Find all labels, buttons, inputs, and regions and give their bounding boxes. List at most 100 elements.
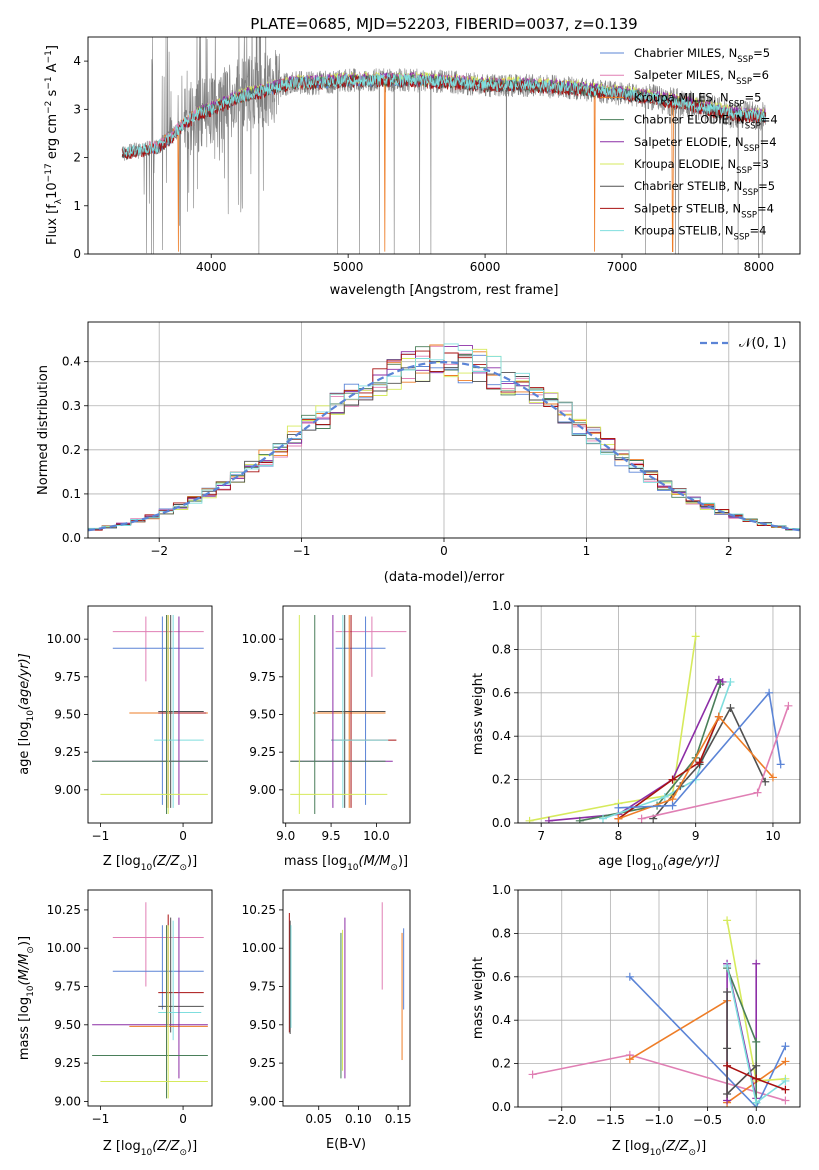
series-point-salpeter_stelib [781,1085,790,1094]
series-point-salpeter_miles [753,788,762,797]
series-line-kroupa_miles [618,715,774,820]
x-tick-label: 8000 [744,260,775,274]
series-point-salpeter_elodie [544,816,553,823]
y-tick-label: 0.6 [492,970,511,984]
plot-area [518,890,800,1107]
series-point-chabrier_stelib [723,987,732,996]
x-axis-label: Z [log10(Z/Z⊙)] [103,1139,197,1158]
y-tick-label: 0.6 [492,686,511,700]
x-tick-label: 4000 [196,260,227,274]
x-tick-label: −2 [150,544,168,558]
series-line-chabrier_miles [618,690,782,809]
series-point-chabrier_miles [614,803,623,812]
y-tick-label: 0.8 [492,926,511,940]
model-line-kroupa_stelib [121,72,767,157]
plot-area [92,902,208,1099]
axes-frame [87,889,213,1107]
y-tick-label: 0.0 [62,531,81,545]
series-line-kroupa_stelib [602,681,732,820]
label-part: ⊙ [26,946,36,954]
series-point-chabrier_miles [781,1042,790,1051]
legend-n: =3 [752,157,769,171]
label-part: (age/yr)] [663,854,720,869]
y-tick-label: 0.2 [492,1057,511,1071]
label-part: age [log [598,854,651,869]
y-tick-label: 0.0 [492,816,511,830]
x-axis-label: wavelength [Angstrom, rest frame] [330,283,559,298]
label-part: 10 [26,985,36,997]
legend-label: Salpeter MILES, NSSP=6 [634,68,769,87]
series-point-salpeter_stelib [723,1061,732,1070]
label-part: ⊙ [688,1148,696,1158]
label-part: Flux [f [45,204,60,245]
y-tick-label: 9.00 [249,783,276,797]
series-point-kroupa_miles [781,1057,790,1066]
y-tick-label: 1.0 [492,883,511,897]
series-point-chabrier_stelib [723,1044,732,1053]
histogram-kroupa_stelib [88,343,800,530]
y-tick-label: 0.3 [62,399,81,413]
label-part: ⊙ [179,1148,187,1158]
y-tick-label: 9.75 [249,980,276,994]
label-part: age [log [17,722,32,775]
y-tick-label: 9.25 [249,1056,276,1070]
y-tick-label: 0.1 [62,487,81,501]
y-tick-label: 3 [73,102,81,116]
legend-sub: SSP [736,77,752,87]
x-tick-label: −2.0 [547,1113,576,1127]
x-axis-label: Z [log10(Z/Z⊙)] [612,1139,706,1158]
series-point-chabrier_elodie [752,1037,761,1046]
legend-n: =5 [744,90,761,104]
residual-panel: −2 −1 0 1 2 0.0 0.1 0.2 0.3 0.4 (data-model)/error… [36,321,801,585]
label-part: 10 [347,863,359,873]
legend-sub: SSP [742,188,758,198]
y-tick-label: 9.50 [249,708,276,722]
x-tick-label: −1.0 [644,1113,673,1127]
label-part: Z [log [103,1139,141,1154]
y-tick-label: 10.00 [242,632,276,646]
label-part: λ [54,198,64,204]
x-tick-label: 7000 [607,260,638,274]
x-tick-label: −0.5 [693,1113,722,1127]
label-part: )] [187,1139,197,1154]
x-tick-label: 5000 [333,260,364,274]
x-tick-label: 0.05 [305,1112,332,1126]
x-tick-label: 0.10 [345,1112,372,1126]
x-tick-label: 2 [725,544,733,558]
legend-label: Chabrier MILES, NSSP=5 [634,46,770,65]
y-tick-label: 9.00 [54,1094,81,1108]
series-point-chabrier_stelib [723,1089,732,1098]
y-tick-label: 9.75 [54,980,81,994]
x-axis-label: (data-model)/error [384,570,505,585]
series-point-kroupa_miles [614,814,623,823]
legend-n: =5 [753,46,770,60]
y-tick-label: 9.25 [54,1056,81,1070]
x-tick-label: 0 [179,1112,187,1126]
legend-label: Kroupa STELIB, NSSP=4 [634,224,766,243]
x-tick-label: 0 [440,544,448,558]
plot-area [290,615,407,814]
label-part: mass [log [284,854,347,869]
x-tick-label: 0 [179,829,187,843]
normal-curve [88,360,800,532]
label-part: (Z/Z [661,1139,689,1154]
y-axis-label: age [log10(age/yr)] [17,653,36,775]
plot-area [288,902,405,1079]
x-tick-label: 0.15 [385,1112,412,1126]
legend-sub: SSP [741,210,757,220]
y-tick-label: 10.00 [47,632,81,646]
y-tick-label: 9.75 [54,670,81,684]
y-tick-label: 0.4 [492,1013,511,1027]
legend-n: =4 [761,113,778,127]
y-axis-label: Normed distribution [36,365,51,495]
x-axis-label: mass [log10(M/M⊙)] [284,854,408,873]
series-line-chabrier_miles [629,976,787,1107]
x-tick-label: 10.0 [363,829,390,843]
series-point-salpeter_elodie [752,959,761,968]
series-point-chabrier_miles [776,760,785,769]
axes-frame [282,889,411,1107]
label-part: ⊙ [390,863,398,873]
label-part: −17 [44,163,54,182]
panel-mass_vs_ebv: 0.05 0.10 0.15 9.00 9.25 9.50 9.75 10.00 10.25 E(… [242,889,412,1152]
x-tick-label: 6000 [470,260,501,274]
